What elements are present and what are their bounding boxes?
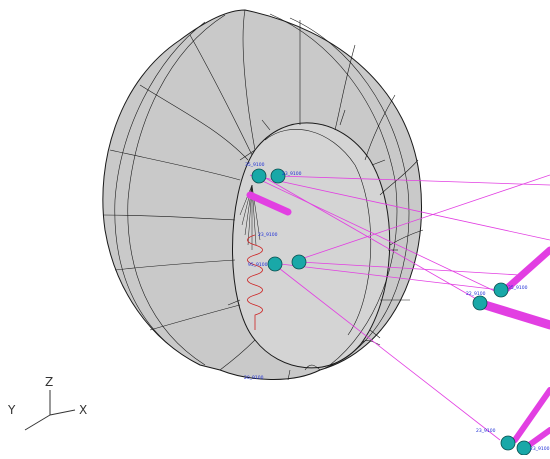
marker[interactable]: 20_9100 [244,375,264,381]
marker[interactable]: 95_9100 [248,254,307,270]
marker-label: 35_9100 [245,162,265,168]
marker[interactable]: 23_9100 [258,232,283,272]
marker[interactable]: 23_9100 [270,168,302,184]
marker-label: 95_9100 [248,262,268,268]
markers-layer[interactable]: 35_9100 23_9100 23_9100 95_9100 22_9100 … [244,162,550,456]
marker-label: 22_9100 [466,291,486,297]
marker-label: 23_9100 [282,171,302,177]
marker-label: 23_9100 [476,428,496,434]
marker[interactable]: 23_9100 [476,428,516,451]
spring [247,234,263,330]
marker-label: 23_9100 [530,446,550,452]
y-axis-line [24,414,51,431]
axis-x-label: X [79,403,87,417]
marker[interactable]: 35_9100 [493,282,528,298]
x-axis-line [49,409,76,416]
marker[interactable]: 35_9100 [245,162,267,184]
axis-z-label: Z [45,375,53,389]
axis-y-label: Y [7,403,16,417]
marker-label: 35_9100 [508,285,528,291]
marker-label: 20_9100 [244,375,264,381]
marker[interactable]: 22_9100 [466,291,488,311]
axis-triad: Z X Y [7,375,87,431]
marker-label: 23_9100 [258,232,278,238]
tire [102,9,424,381]
suspension-links [249,174,550,441]
